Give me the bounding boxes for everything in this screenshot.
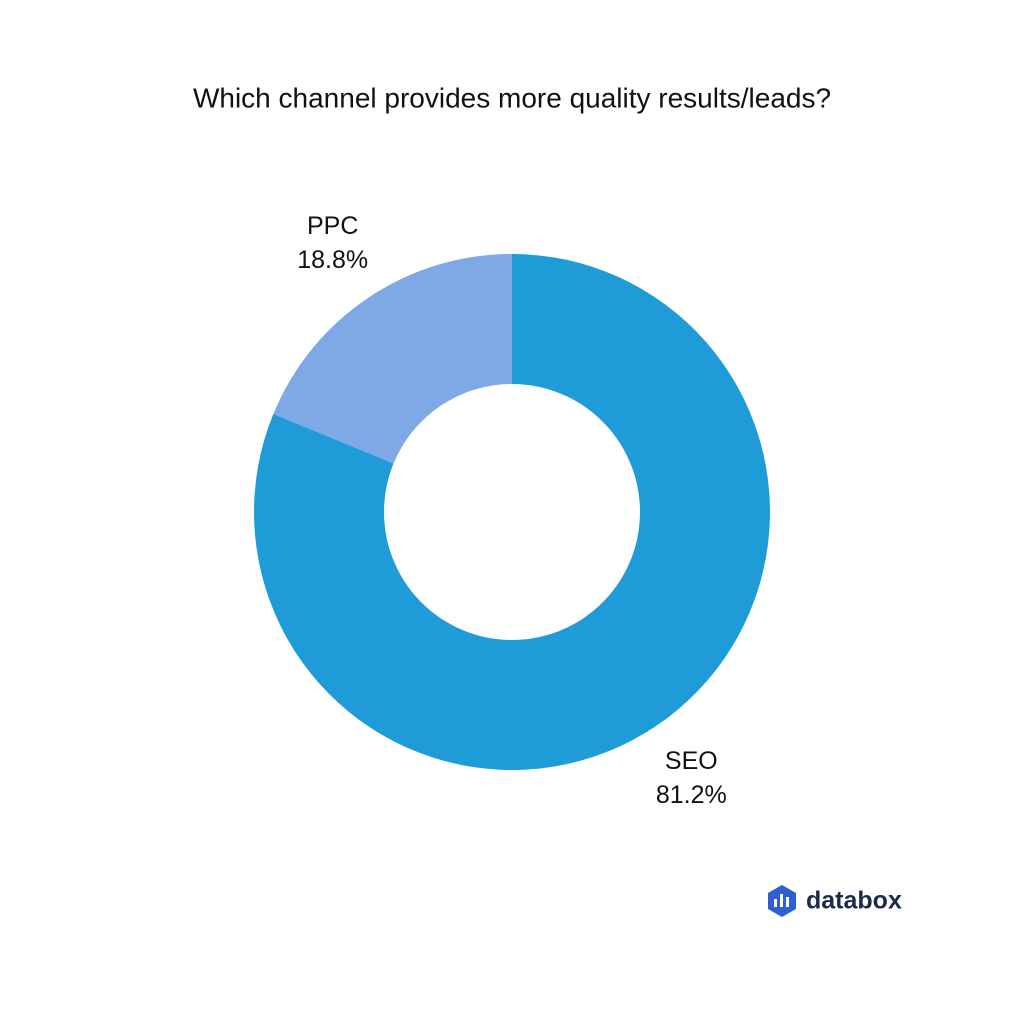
logo-bar [786, 897, 789, 907]
value-label: 18.8% [297, 246, 368, 274]
slice-label: SEO [665, 747, 718, 775]
chart-title: Which channel provides more quality resu… [193, 82, 831, 113]
donut-slice [253, 254, 771, 770]
slice-label: PPC [307, 212, 358, 240]
logo-text: databox [806, 887, 902, 915]
logo-bar [780, 894, 783, 907]
logo: databox [768, 885, 902, 917]
value-label: 81.2% [656, 781, 727, 809]
donut-slice [273, 254, 512, 464]
logo-bar [774, 899, 777, 907]
